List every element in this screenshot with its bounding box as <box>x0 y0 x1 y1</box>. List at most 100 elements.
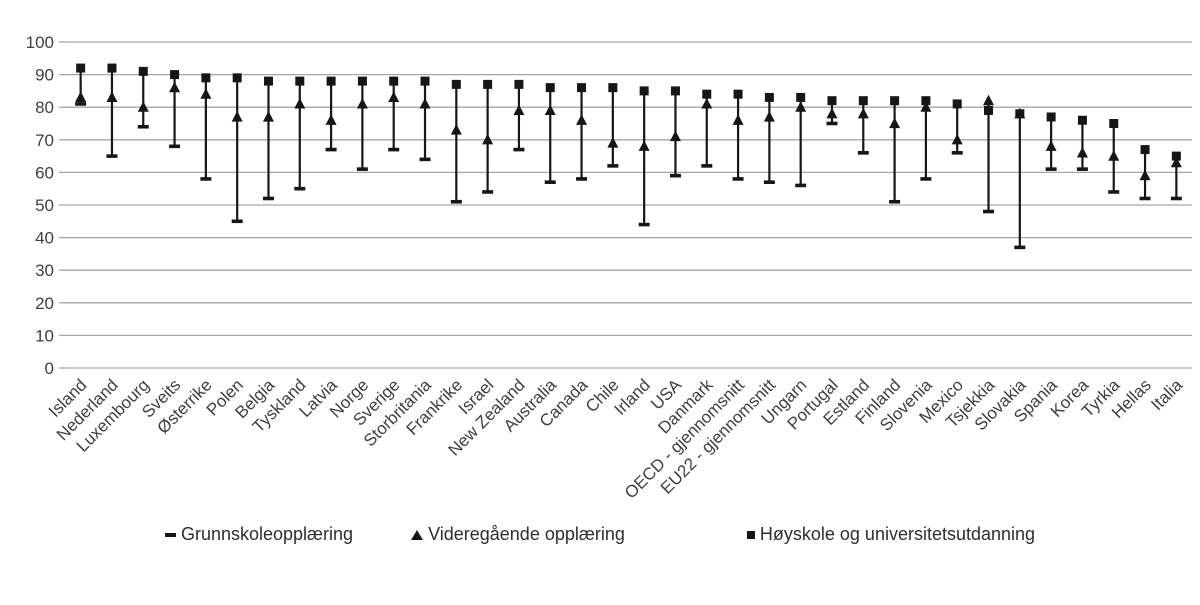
y-tick-label: 100 <box>26 33 54 52</box>
marker-triangle <box>732 114 744 125</box>
x-category-label: Irland <box>610 375 654 419</box>
marker-triangle <box>701 97 713 109</box>
marker-dash <box>920 177 932 181</box>
chart-legend: Grunnskoleopplæring Videregående opplæri… <box>0 524 1200 545</box>
marker-square <box>295 76 305 86</box>
marker-triangle <box>262 110 274 122</box>
marker-dash <box>356 167 368 171</box>
y-tick-label: 40 <box>35 229 54 248</box>
marker-dash <box>513 147 525 152</box>
marker-dash <box>544 180 556 184</box>
marker-square <box>639 86 649 96</box>
marker-dash <box>857 151 869 155</box>
marker-square <box>890 96 900 106</box>
marker-square <box>107 63 117 73</box>
marker-triangle <box>983 94 995 106</box>
marker-triangle <box>795 101 807 112</box>
marker-square <box>201 73 211 83</box>
marker-square <box>1077 115 1087 125</box>
marker-dash <box>106 154 118 158</box>
marker-triangle <box>388 91 400 103</box>
marker-triangle <box>669 130 681 142</box>
marker-dash <box>669 173 681 178</box>
marker-dash <box>701 164 713 168</box>
marker-triangle <box>1045 140 1057 151</box>
legend-item-grunnskole: Grunnskoleopplæring <box>164 524 353 545</box>
marker-square <box>764 92 774 102</box>
marker-square <box>670 86 680 96</box>
marker-square <box>545 83 555 93</box>
marker-square <box>1109 119 1119 128</box>
marker-triangle <box>1170 156 1182 168</box>
marker-triangle <box>920 101 932 112</box>
marker-dash <box>231 219 243 224</box>
x-category-label: Italia <box>1147 375 1186 414</box>
marker-triangle <box>75 91 87 103</box>
marker-square <box>1046 112 1056 122</box>
marker-dash <box>638 222 650 227</box>
marker-dash <box>137 124 149 129</box>
marker-dash <box>388 147 400 152</box>
marker-square <box>451 79 461 89</box>
marker-square <box>827 96 837 106</box>
marker-triangle <box>951 133 963 145</box>
marker-triangle <box>419 97 431 109</box>
marker-square <box>796 92 806 102</box>
marker-square <box>952 99 962 109</box>
marker-triangle <box>231 110 243 122</box>
marker-triangle <box>544 104 556 116</box>
marker-dash <box>576 177 588 181</box>
marker-square <box>733 89 743 99</box>
marker-dash <box>1108 190 1120 194</box>
marker-square <box>608 83 618 93</box>
legend-item-videregaende: Videregående opplæring <box>411 524 625 545</box>
marker-dash <box>294 186 306 191</box>
marker-dash <box>983 209 995 214</box>
marker-square <box>389 76 399 86</box>
legend-item-hoyskole: Høyskole og universitetsutdanning <box>746 524 1036 545</box>
marker-triangle <box>857 107 869 119</box>
marker-triangle <box>763 110 775 122</box>
marker-dash <box>419 157 431 162</box>
marker-dash <box>450 199 462 204</box>
marker-dash <box>826 121 838 126</box>
marker-triangle <box>200 88 212 99</box>
marker-square <box>263 76 273 86</box>
marker-square <box>984 105 994 115</box>
marker-dash <box>732 177 744 181</box>
marker-dash <box>325 147 337 152</box>
marker-dash <box>1076 167 1088 171</box>
marker-triangle <box>1139 169 1151 181</box>
marker-dash <box>482 190 494 194</box>
marker-dash <box>169 144 181 149</box>
y-tick-label: 20 <box>35 294 54 313</box>
marker-square <box>357 76 367 86</box>
y-tick-label: 90 <box>35 66 54 85</box>
marker-dash <box>1014 245 1026 250</box>
marker-dash <box>795 183 807 188</box>
y-tick-label: 50 <box>35 196 54 215</box>
marker-square <box>1140 145 1150 155</box>
marker-dash <box>951 151 963 155</box>
marker-triangle <box>576 114 588 125</box>
legend-label: Høyskole og universitetsutdanning <box>759 524 1036 544</box>
y-tick-label: 30 <box>35 261 54 280</box>
marker-triangle <box>137 101 149 112</box>
marker-square <box>921 96 931 106</box>
marker-triangle <box>450 124 462 135</box>
marker-square <box>138 66 148 76</box>
marker-square <box>1171 151 1181 161</box>
marker-dash <box>75 102 87 106</box>
marker-square <box>702 89 712 99</box>
marker-dash <box>763 180 775 184</box>
marker-triangle <box>482 133 494 145</box>
marker-square <box>232 73 242 83</box>
marker-triangle <box>169 81 181 93</box>
marker-square <box>514 79 524 89</box>
y-tick-label: 0 <box>45 359 54 378</box>
y-tick-label: 70 <box>35 131 54 150</box>
marker-square <box>858 96 868 106</box>
marker-triangle <box>325 114 337 125</box>
marker-triangle <box>513 104 525 116</box>
